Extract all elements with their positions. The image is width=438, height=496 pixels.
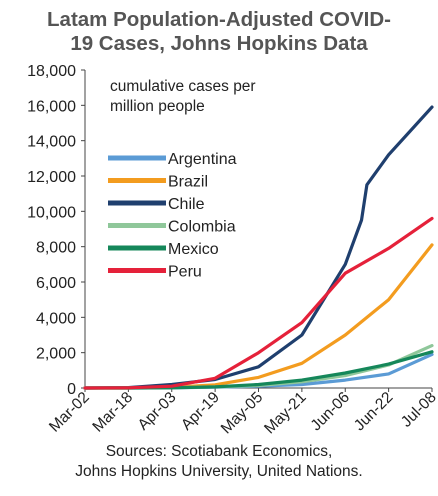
x-tick-label: Jun-06	[308, 389, 354, 435]
x-tick-label: Apr-03	[135, 389, 180, 434]
y-tick-label: 2,000	[36, 346, 76, 363]
legend-label-argentina: Argentina	[168, 151, 237, 168]
chart-annotation: cumulative cases per million people	[110, 78, 256, 115]
y-tick-label: 10,000	[27, 204, 76, 221]
source-line-2: Johns Hopkins University, United Nations…	[75, 463, 363, 480]
y-tick-label: 0	[67, 381, 76, 398]
legend-label-mexico: Mexico	[168, 241, 219, 258]
chart-series	[83, 105, 434, 390]
legend-label-colombia: Colombia	[168, 219, 236, 236]
chart-title-line-2: 19 Cases, Johns Hopkins Data	[70, 32, 368, 55]
chart-title: Latam Population-Adjusted COVID- 19 Case…	[0, 8, 438, 56]
legend-label-chile: Chile	[168, 196, 205, 213]
chart-legend: Argentina Brazil Chile Colombia Mexico Peru	[108, 151, 237, 281]
x-tick-label: Jul-08	[398, 389, 438, 431]
y-tick-label: 16,000	[27, 98, 76, 115]
x-tick-label: Jun-22	[351, 389, 397, 435]
x-tick-label: May-05	[218, 389, 267, 438]
y-tick-label: 14,000	[27, 134, 76, 151]
y-tick-label: 12,000	[27, 169, 76, 186]
legend-label-brazil: Brazil	[168, 174, 208, 191]
annotation-line-1: cumulative cases per	[110, 78, 256, 95]
source-line-1: Sources: Scotiabank Economics,	[105, 443, 333, 460]
chart-sources: Sources: Scotiabank Economics, Johns Hop…	[0, 442, 438, 482]
chart-axes	[81, 69, 433, 392]
y-tick-label: 4,000	[36, 310, 76, 327]
legend-label-peru: Peru	[168, 264, 202, 281]
y-tick-label: 6,000	[36, 275, 76, 292]
series-line-mexico	[83, 350, 434, 390]
x-tick-label: Mar-18	[89, 389, 136, 436]
y-axis-tick-labels: 0 2,000 4,000 6,000 8,000 10,000 12,000 14,000 1…	[27, 63, 76, 398]
x-axis-tick-labels: Mar-02Mar-18Apr-03Apr-19May-05May-21Jun-…	[46, 389, 438, 438]
chart-title-line-1: Latam Population-Adjusted COVID-	[47, 8, 391, 31]
series-line-peru	[83, 216, 434, 390]
x-tick-label: Apr-19	[178, 389, 223, 434]
y-tick-label: 8,000	[36, 240, 76, 257]
x-tick-label: May-21	[261, 389, 310, 438]
y-tick-label: 18,000	[27, 63, 76, 80]
annotation-line-2: million people	[110, 98, 205, 115]
